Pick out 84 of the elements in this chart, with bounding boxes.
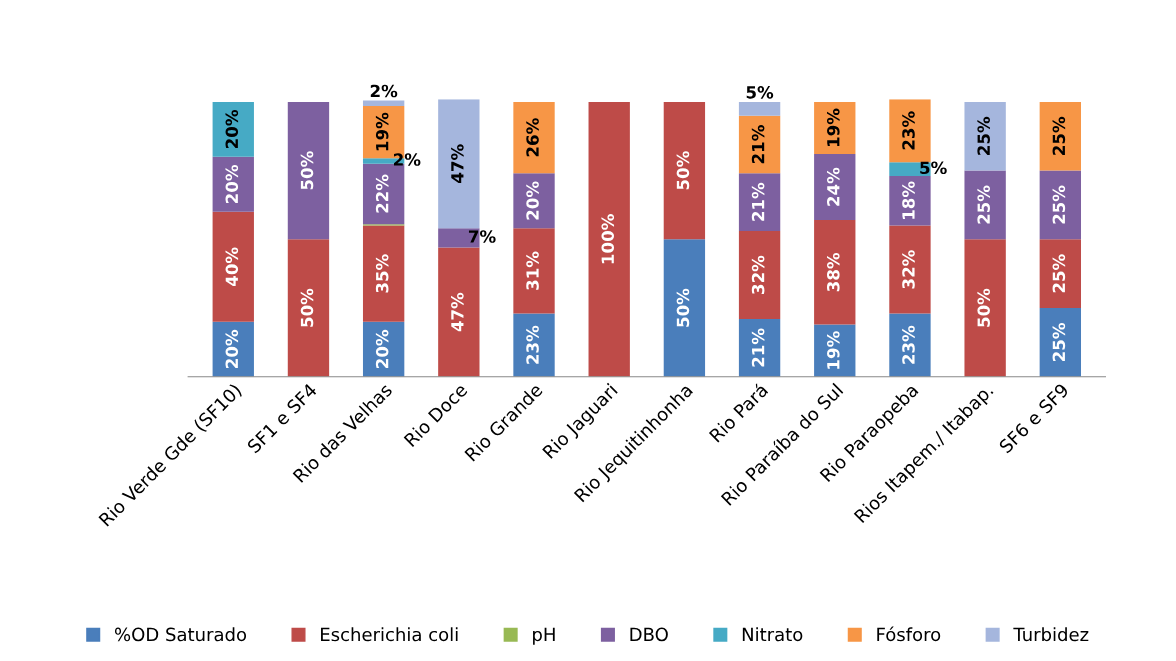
data-label: 22% bbox=[375, 174, 389, 213]
data-label: 50% bbox=[676, 288, 690, 327]
bar bbox=[513, 313, 555, 377]
bar bbox=[212, 211, 254, 322]
data-label: 100% bbox=[601, 214, 615, 264]
bar bbox=[663, 101, 706, 240]
bar bbox=[889, 313, 931, 377]
data-label: 50% bbox=[300, 288, 314, 327]
bar bbox=[889, 225, 931, 314]
data-label: 20% bbox=[375, 329, 389, 368]
data-label: 21% bbox=[751, 125, 765, 164]
data-label: 47% bbox=[451, 144, 464, 183]
bar bbox=[1039, 239, 1081, 309]
x-tick-label: SF6 e SF9 bbox=[998, 382, 1070, 454]
data-label: 25% bbox=[1052, 116, 1066, 155]
data-label: 40% bbox=[225, 247, 239, 287]
data-label: 25% bbox=[977, 116, 990, 155]
x-tick-label: SF1 e SF4 bbox=[246, 382, 318, 454]
bar bbox=[287, 239, 330, 377]
data-label: 32% bbox=[902, 250, 915, 289]
bar bbox=[738, 173, 781, 232]
bar bbox=[1039, 308, 1081, 377]
bar bbox=[438, 247, 480, 377]
bar bbox=[212, 156, 254, 212]
bar bbox=[362, 225, 405, 322]
data-label: 23% bbox=[902, 111, 915, 150]
legend-label: Turbidez bbox=[1013, 627, 1089, 642]
bar bbox=[513, 101, 555, 174]
data-label: 25% bbox=[1052, 185, 1066, 224]
bar bbox=[663, 239, 706, 377]
data-label: 25% bbox=[977, 185, 990, 224]
data-label: 47% bbox=[451, 292, 464, 332]
data-label: 19% bbox=[375, 112, 389, 151]
data-label: 25% bbox=[1052, 254, 1066, 293]
bar bbox=[1039, 101, 1081, 171]
bar bbox=[362, 100, 405, 107]
bar bbox=[889, 99, 931, 163]
data-label: 32% bbox=[751, 255, 765, 294]
bar bbox=[212, 101, 254, 157]
data-label: 25% bbox=[1052, 323, 1066, 362]
legend-label: DBO bbox=[630, 627, 668, 642]
bar bbox=[964, 239, 1006, 377]
bar bbox=[964, 101, 1006, 171]
legend-label: Escherichia coli bbox=[321, 627, 458, 642]
bar bbox=[814, 154, 856, 221]
data-label: 23% bbox=[902, 325, 915, 364]
bar bbox=[1039, 170, 1081, 240]
bar bbox=[287, 101, 330, 240]
data-label: 38% bbox=[827, 252, 840, 292]
data-label: 20% bbox=[526, 181, 539, 220]
data-label: 19% bbox=[827, 331, 840, 369]
data-label: 26% bbox=[526, 118, 539, 157]
data-label: 20% bbox=[225, 164, 239, 203]
bar bbox=[513, 228, 555, 314]
bar bbox=[738, 231, 781, 320]
bar bbox=[814, 220, 856, 325]
data-label: 19% bbox=[827, 108, 840, 147]
bar bbox=[738, 319, 781, 377]
data-label: 18% bbox=[902, 181, 915, 219]
data-label: 50% bbox=[676, 151, 690, 190]
data-label: 21% bbox=[751, 182, 765, 221]
legend-label: Nitrato bbox=[742, 627, 803, 642]
data-label: 2% bbox=[370, 84, 398, 98]
data-label: 20% bbox=[225, 109, 239, 149]
data-label: 21% bbox=[751, 328, 765, 367]
bar bbox=[964, 170, 1006, 240]
data-label: 31% bbox=[526, 251, 539, 290]
bar bbox=[889, 176, 931, 226]
bar bbox=[588, 101, 630, 377]
data-label: 2% bbox=[393, 153, 421, 166]
legend-label: pH bbox=[533, 627, 555, 645]
bar bbox=[738, 115, 781, 174]
data-label: 23% bbox=[526, 325, 539, 364]
legend-label: Fósforo bbox=[877, 626, 941, 642]
data-label: 24% bbox=[827, 167, 840, 206]
data-label: 50% bbox=[300, 151, 314, 190]
bar bbox=[438, 99, 480, 229]
bar bbox=[738, 101, 781, 116]
data-label: 50% bbox=[977, 288, 990, 327]
data-label: 35% bbox=[375, 254, 389, 293]
legend-label: %OD Saturado bbox=[114, 627, 247, 642]
data-label: 20% bbox=[225, 329, 239, 368]
data-label: 5% bbox=[746, 86, 774, 99]
bar bbox=[513, 173, 555, 229]
